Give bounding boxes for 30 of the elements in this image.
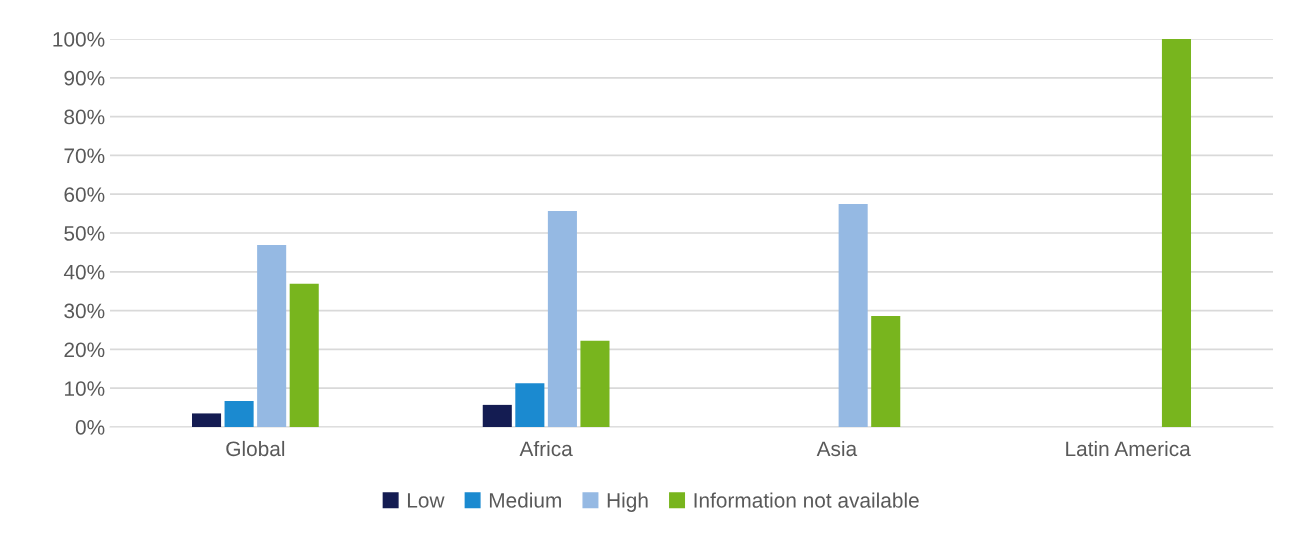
y-tick-label: 80% xyxy=(64,109,105,125)
y-tick-label: 50% xyxy=(64,226,105,241)
x-tick-label: Global xyxy=(226,440,285,457)
bar xyxy=(871,316,901,427)
y-tick-label: 70% xyxy=(64,148,105,164)
bar xyxy=(224,401,254,427)
bar xyxy=(580,340,610,427)
legend-label: Low xyxy=(407,493,445,508)
y-tick-label: 0% xyxy=(75,420,105,435)
bar xyxy=(547,210,577,427)
y-tick-label: 90% xyxy=(64,70,105,86)
y-tick-label: 20% xyxy=(64,342,105,358)
x-tick-label: Asia xyxy=(816,440,858,457)
bar xyxy=(289,283,319,427)
legend-label: Information not available xyxy=(694,492,919,508)
y-tick-label: 40% xyxy=(63,264,105,280)
y-tick-label: 30% xyxy=(64,303,105,319)
x-tick-label: Africa xyxy=(519,440,573,457)
bar xyxy=(257,245,287,427)
legend-label: Medium xyxy=(489,492,561,508)
bar xyxy=(515,383,545,427)
y-tick-label: 100% xyxy=(53,32,105,47)
bar xyxy=(1161,39,1192,427)
y-tick-label: 10% xyxy=(65,381,105,396)
bar xyxy=(191,413,222,427)
legend-label: High xyxy=(607,492,648,512)
x-tick-label: Latin America xyxy=(1066,440,1191,457)
bar xyxy=(838,203,868,427)
bar xyxy=(482,404,512,427)
y-tick-label: 60% xyxy=(64,187,105,202)
